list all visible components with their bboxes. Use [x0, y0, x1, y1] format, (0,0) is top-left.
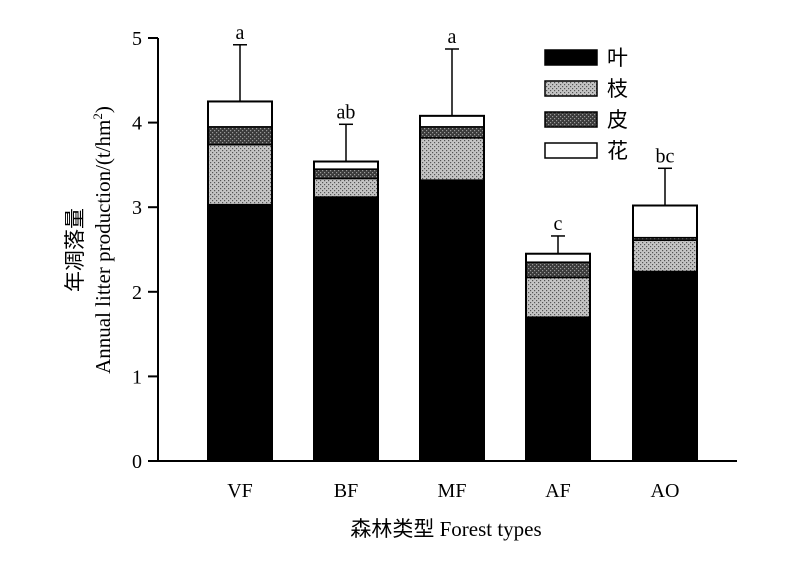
bars [207, 100, 698, 463]
legend-swatch [544, 111, 598, 128]
significance-label: a [236, 22, 245, 44]
significance-labels: a ab a c bc [236, 22, 675, 235]
x-tick-label: MF [438, 480, 467, 502]
significance-label: bc [656, 145, 675, 167]
error-bars [233, 44, 672, 254]
y-axis-title-en: Annual litter production/(t/hm2) [90, 106, 115, 374]
bar-segment-ao [632, 239, 698, 273]
significance-label: a [448, 26, 457, 48]
y-tick-label: 3 [132, 197, 142, 219]
bar-segment-mf [419, 115, 485, 128]
significance-label: c [554, 213, 563, 235]
bar-segment-af [525, 252, 591, 263]
legend-swatch [544, 49, 598, 66]
y-tick-label: 1 [132, 366, 142, 388]
bar-segment-bf [313, 160, 379, 170]
x-tick-label: VF [227, 480, 253, 502]
bar-segment-bf [313, 168, 379, 180]
bar-segment-mf [419, 179, 485, 462]
bar-segment-af [525, 316, 591, 462]
bar-segment-mf [419, 137, 485, 181]
bar-segment-bf [313, 196, 379, 462]
bar-segment-ao [632, 270, 698, 462]
x-tick-label: AO [651, 480, 680, 502]
y-tick-label: 2 [132, 282, 142, 304]
bar-segment-af [525, 276, 591, 318]
legend-label: 枝 [607, 77, 628, 101]
y-axis-ticks: 0 1 2 3 4 5 [132, 28, 158, 473]
x-tick-label: BF [334, 480, 358, 502]
y-tick-label: 5 [132, 28, 142, 50]
y-axis-title-cn: 年凋落量 [63, 208, 87, 292]
x-tick-label: AF [545, 480, 571, 502]
legend-label: 花 [607, 139, 628, 163]
bar-segment-vf [207, 126, 273, 146]
y-tick-label: 0 [132, 451, 142, 473]
x-axis-title: 森林类型 Forest types [350, 517, 541, 541]
bar-segment-bf [313, 177, 379, 198]
x-axis-labels: VF BF MF AF AO [227, 480, 679, 502]
legend-swatch [544, 80, 598, 97]
y-tick-label: 4 [132, 113, 142, 135]
bar-segment-ao [632, 204, 698, 239]
legend-swatch [544, 142, 598, 159]
plot-area: a ab a c bc 0 1 2 3 4 5 VF BF MF AF AO [132, 22, 737, 502]
bar-segment-vf [207, 100, 273, 128]
bar-segment-af [525, 261, 591, 279]
legend-label: 叶 [607, 46, 628, 70]
bar-segment-mf [419, 126, 485, 139]
significance-label: ab [337, 101, 356, 123]
legend-label: 皮 [607, 108, 628, 132]
bar-segment-vf [207, 143, 273, 206]
bar-segment-vf [207, 203, 273, 462]
